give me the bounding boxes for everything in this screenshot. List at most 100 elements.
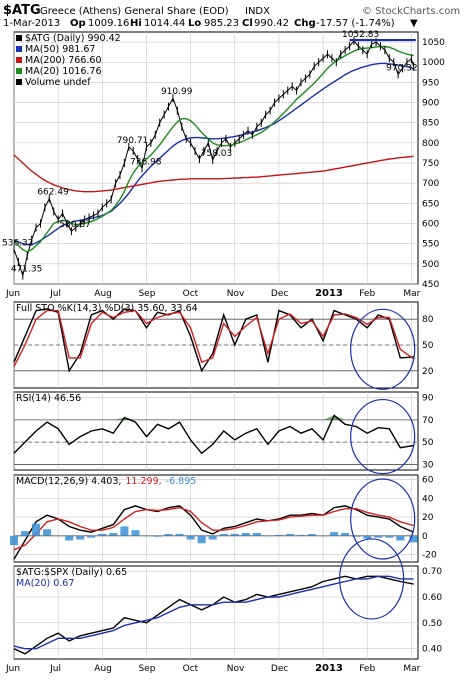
legend-swatch <box>16 46 22 52</box>
y-tick-label: 600 <box>422 220 439 230</box>
y-tick-label: 950 <box>422 78 439 88</box>
macd-histogram-bar <box>175 533 184 536</box>
change-down-arrow-icon: ▼ <box>410 18 418 29</box>
macd-histogram-bar <box>308 533 317 536</box>
macd-histogram-bar <box>285 533 294 536</box>
y-tick-label: 500 <box>422 260 439 270</box>
close-label: Cl <box>242 18 253 29</box>
y-tick-label: 1000 <box>422 58 445 68</box>
macd-histogram-bar <box>330 532 339 536</box>
x-tick-label: Nov <box>227 289 245 299</box>
chart-symbol: $ATG <box>3 3 41 18</box>
legend-entry: MA(20) 0.67 <box>16 578 74 589</box>
series-line-signal <box>13 506 414 551</box>
x-tick-label: Aug <box>94 664 112 674</box>
y-tick-label: 750 <box>422 159 439 169</box>
macd-histogram-bar <box>197 535 206 544</box>
y-tick-label: 700 <box>422 179 439 189</box>
y-tick-label: 80 <box>422 315 434 325</box>
y-tick-label: 0.50 <box>422 619 442 629</box>
macd-histogram-bar <box>363 535 372 539</box>
x-tick-label: Mar <box>403 664 420 674</box>
x-tick-label: Sep <box>138 664 155 674</box>
x-tick-label: 2013 <box>315 663 343 674</box>
y-tick-label: 90 <box>422 394 434 404</box>
macd-histogram-bar <box>54 535 63 537</box>
macd-histogram-bar <box>131 530 140 536</box>
panel-price: 1050 1000 950 900 850 800 750 700 650 600 550 500 45… <box>2 30 445 299</box>
legend-entry: -6.895 <box>166 476 197 487</box>
series-line--k <box>13 308 414 373</box>
change-label: Chg <box>294 18 316 29</box>
y-tick-label: 550 <box>422 240 439 250</box>
low-label: Lo <box>188 18 201 29</box>
macd-histogram-bar <box>76 535 85 540</box>
legend-swatch <box>16 57 22 63</box>
y-tick-label: 900 <box>422 99 439 109</box>
macd-histogram-bar <box>274 534 283 536</box>
price-annotation: 758.03 <box>201 149 233 159</box>
x-tick-label: Dec <box>271 289 288 299</box>
change-value: -17.57 (-1.74%) <box>316 18 395 29</box>
panel-macd: 60 40 20 0 -20 MACD(12,26,9) 4.403, 11.299, -6.… <box>10 474 437 563</box>
macd-histogram-bar <box>153 535 162 537</box>
y-tick-label: 850 <box>422 119 439 129</box>
legend-entry: Volume undef <box>25 77 91 88</box>
open-value: 1009.16 <box>88 18 129 29</box>
y-tick-label: 1050 <box>422 38 445 48</box>
macd-histogram-bar <box>186 535 195 540</box>
chart-exchange: INDX <box>245 6 270 17</box>
macd-histogram-bar <box>396 535 405 541</box>
legend-entry: RSI(14) 46.56 <box>16 393 81 404</box>
x-tick-label: Nov <box>227 664 245 674</box>
legend-entry: 11.299, <box>125 476 161 487</box>
series-line--d <box>13 309 415 367</box>
price-annotation: 736.98 <box>130 157 162 167</box>
x-tick-label: 2013 <box>315 288 343 299</box>
macd-histogram-bar <box>109 533 118 536</box>
series-line-ma-50- <box>13 62 415 246</box>
y-tick-label: 20 <box>422 513 434 523</box>
price-annotation: 536.32 <box>2 238 34 248</box>
macd-histogram-bar <box>43 529 52 536</box>
y-tick-label: 0.40 <box>422 645 442 655</box>
price-annotation: 790.71 <box>117 136 149 146</box>
macd-histogram-bar <box>374 535 383 538</box>
annotation-circle <box>350 478 416 560</box>
price-annotation: 1052.83 <box>342 30 379 40</box>
legend-swatch <box>16 79 22 85</box>
x-tick-label: Oct <box>183 289 199 299</box>
legend-entry: MACD(12,26,9) 4.403, <box>16 476 121 487</box>
y-tick-label: 0.60 <box>422 593 442 603</box>
high-value: 1014.44 <box>144 18 185 29</box>
macd-histogram-bar <box>98 533 107 536</box>
macd-histogram-bar <box>230 533 239 536</box>
legend-swatch <box>16 35 22 41</box>
close-value: 990.42 <box>254 18 289 29</box>
macd-histogram-bar <box>65 535 74 541</box>
macd-histogram-bar <box>341 533 350 536</box>
y-tick-label: 20 <box>422 367 434 377</box>
macd-histogram-bar <box>352 535 361 537</box>
macd-histogram-bar <box>32 523 41 536</box>
quote-line: 1-Mar-2013 Op 1009.16 Hi 1014.44 Lo 985.… <box>3 18 418 29</box>
legend-entry: $ATG:$SPX (Daily) 0.65 <box>16 567 127 578</box>
legend-entry: $ATG (Daily) 990.42 <box>25 33 121 44</box>
macd-histogram-bar <box>385 535 394 538</box>
panel-rsi: 90 70 50 30 RSI(14) 46.56 <box>13 391 434 475</box>
quote-date: 1-Mar-2013 <box>3 18 60 29</box>
macd-histogram-bar <box>296 534 305 536</box>
price-annotation: 662.49 <box>37 188 69 198</box>
x-tick-label: Feb <box>359 289 375 299</box>
legend-entry: MA(20) 1016.76 <box>25 66 102 77</box>
macd-histogram-bar <box>319 535 328 537</box>
series-line--atg-daily- <box>13 40 415 278</box>
legend-entry: MA(200) 766.60 <box>25 55 102 66</box>
y-tick-label: 450 <box>422 280 439 290</box>
macd-histogram-bar <box>263 535 272 537</box>
price-annotation: 970.32 <box>386 63 418 73</box>
x-tick-label: Jun <box>5 664 20 674</box>
annotation-circle <box>350 398 416 475</box>
y-tick-label: 0.70 <box>422 567 442 577</box>
